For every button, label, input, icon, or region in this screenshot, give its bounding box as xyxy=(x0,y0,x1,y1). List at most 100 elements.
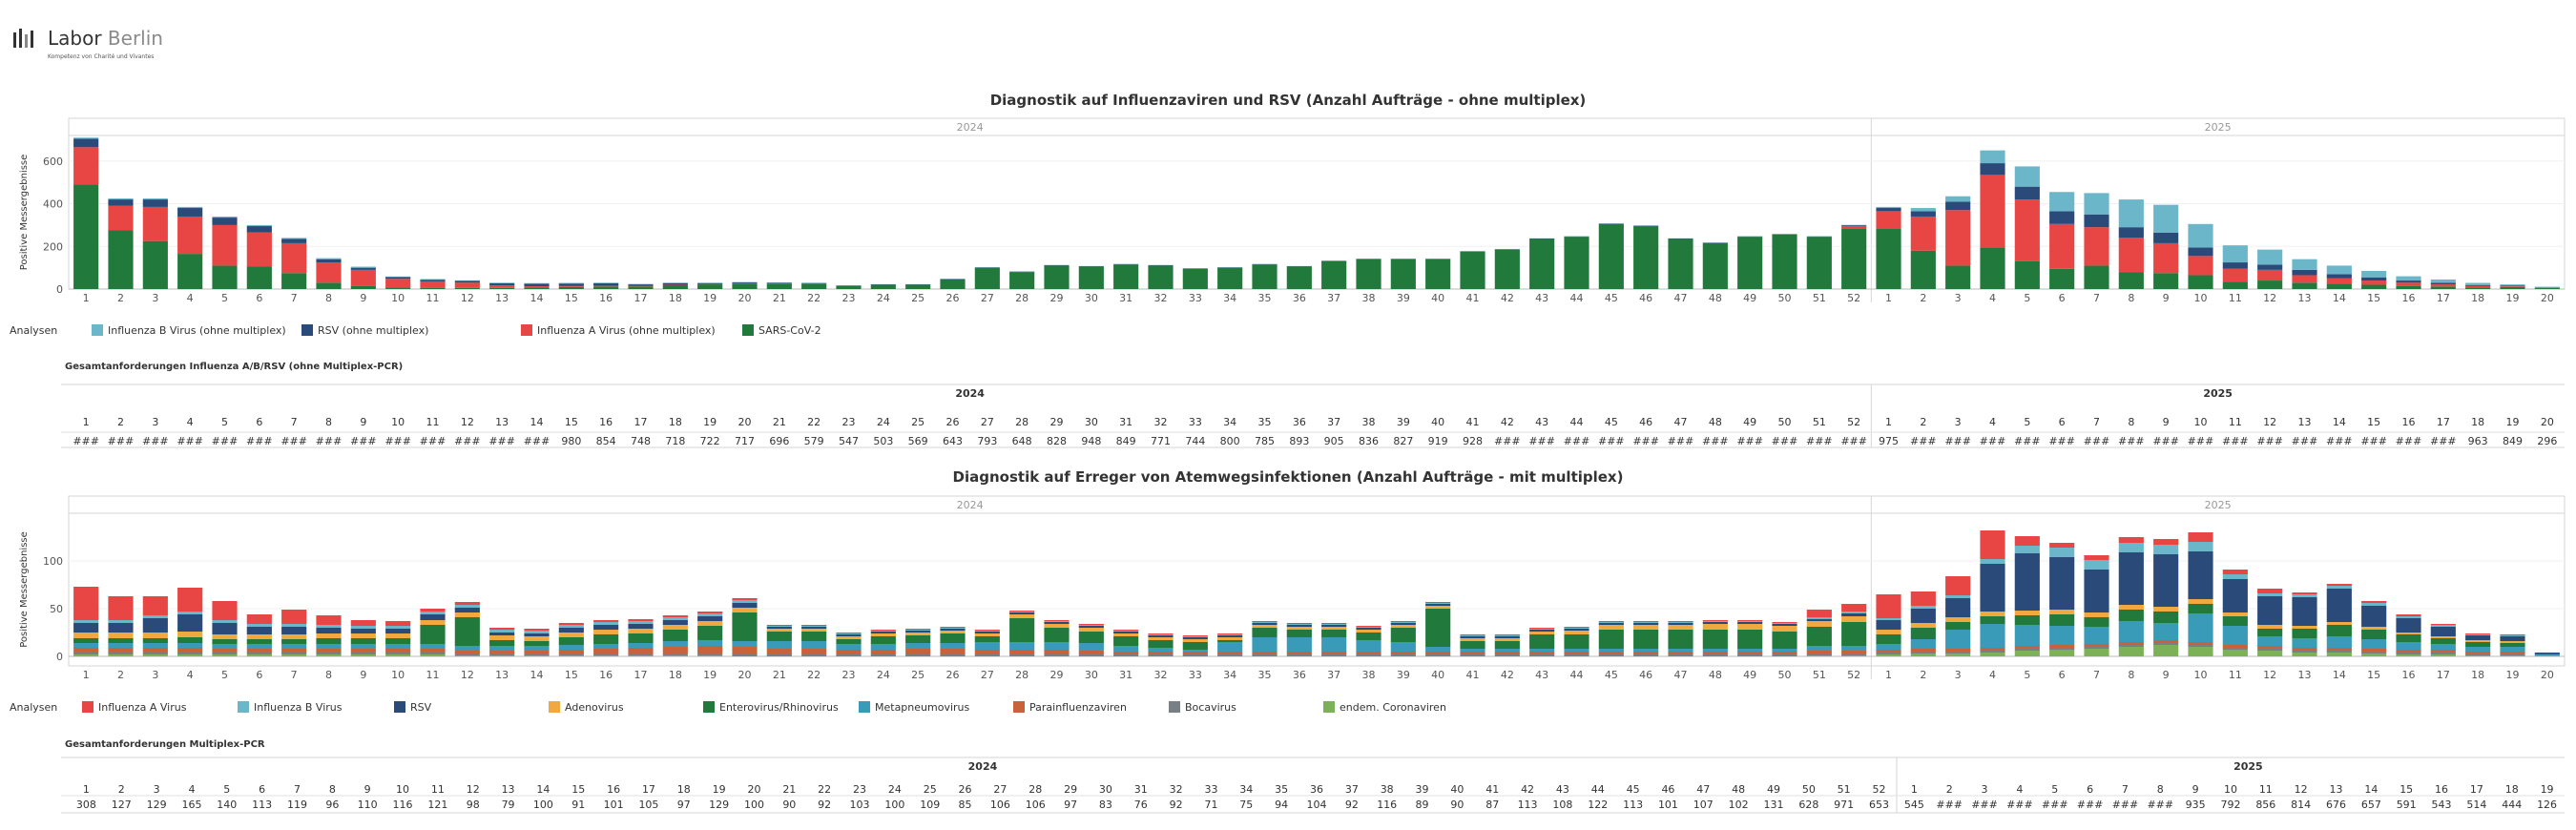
table-value: 919 xyxy=(1428,435,1448,447)
bar-segment xyxy=(350,629,376,633)
bar-segment xyxy=(1078,266,1104,289)
bar-segment xyxy=(2396,653,2421,654)
x-tick-label: 30 xyxy=(1085,669,1098,681)
bar-segment xyxy=(1494,635,1520,636)
bar-segment xyxy=(1182,650,1208,652)
legend-label: RSV xyxy=(410,701,432,714)
bar-segment xyxy=(2222,281,2248,289)
table-value: 107 xyxy=(1693,799,1714,811)
bar-segment xyxy=(385,277,411,280)
bar-segment xyxy=(558,633,584,637)
bar-segment xyxy=(1044,650,1070,654)
bar-segment xyxy=(2361,652,2387,654)
bar-segment xyxy=(2188,275,2213,289)
bar-segment xyxy=(1772,626,1797,632)
bar-segment xyxy=(2014,166,2040,187)
bar-segment xyxy=(2257,625,2283,629)
bar-segment xyxy=(1702,621,1728,622)
bar-segment xyxy=(2014,611,2040,615)
bar-segment xyxy=(1668,239,1693,289)
bar-segment xyxy=(2118,199,2144,228)
table-value: ### xyxy=(1494,435,1521,447)
bar-segment xyxy=(870,284,896,289)
bar-segment xyxy=(524,629,550,631)
bar-segment xyxy=(2430,650,2456,653)
legend-swatch xyxy=(1323,701,1335,713)
bar-segment xyxy=(628,619,654,621)
bar-segment xyxy=(1876,206,1901,209)
table-value: ### xyxy=(177,435,203,447)
bar-segment xyxy=(662,647,688,654)
x-tick-label: 36 xyxy=(1293,669,1306,681)
bar-segment xyxy=(2465,287,2491,289)
table-value: 110 xyxy=(358,799,378,811)
bar-segment xyxy=(2188,604,2213,613)
bar-segment xyxy=(1286,625,1312,627)
bar-segment xyxy=(1252,621,1278,622)
x-tick-label: 17 xyxy=(634,292,648,304)
table-value: ### xyxy=(2112,799,2139,811)
bar-segment xyxy=(524,286,550,288)
bar-segment xyxy=(1356,630,1381,633)
bar-segment xyxy=(316,615,342,625)
bar-segment xyxy=(2396,285,2421,289)
bar-segment xyxy=(1460,654,1485,656)
bar-segment xyxy=(246,627,272,634)
bar-segment xyxy=(73,654,99,656)
bar-segment xyxy=(73,184,99,289)
x-tick-label: 9 xyxy=(2163,292,2170,304)
x-tick-label: 5 xyxy=(221,292,228,304)
bar-segment xyxy=(662,617,688,620)
bar-segment xyxy=(1702,630,1728,649)
table-value: 85 xyxy=(959,799,972,811)
bar-segment xyxy=(246,644,272,649)
bar-segment xyxy=(1980,175,2005,248)
bar-segment xyxy=(2118,605,2144,610)
y-tick-label: 50 xyxy=(50,603,63,615)
bar-segment xyxy=(1009,650,1035,654)
table-value: 116 xyxy=(393,799,413,811)
bar-segment xyxy=(940,649,966,654)
table-week-label: 21 xyxy=(773,416,786,428)
bar-segment xyxy=(1529,632,1555,634)
table-value: ### xyxy=(1806,435,1833,447)
bar-segment xyxy=(212,265,238,289)
bar-segment xyxy=(1945,654,1971,656)
table-value: 935 xyxy=(2186,799,2206,811)
table-value: ### xyxy=(2014,435,2041,447)
bar-segment xyxy=(1564,628,1589,629)
bar-segment xyxy=(1529,630,1555,632)
table-value: ### xyxy=(108,435,135,447)
bar-segment xyxy=(1980,150,2005,164)
bar-segment xyxy=(940,628,966,629)
table-value: 165 xyxy=(181,799,201,811)
x-tick-label: 21 xyxy=(773,292,786,304)
bar-segment xyxy=(1772,649,1797,652)
bar-segment xyxy=(662,641,688,647)
table-value: ### xyxy=(2048,435,2075,447)
legend-label: RSV (ohne multiplex) xyxy=(318,324,429,337)
bar-segment xyxy=(697,613,723,616)
bar-segment xyxy=(420,612,446,614)
bar-segment xyxy=(385,629,411,633)
table-value: ### xyxy=(1944,435,1971,447)
bar-segment xyxy=(905,633,931,635)
bar-segment xyxy=(1286,623,1312,624)
bar-segment xyxy=(2118,642,2144,645)
bar-segment xyxy=(108,596,134,620)
bar-segment xyxy=(454,280,480,281)
bar-segment xyxy=(1286,627,1312,630)
x-tick-label: 50 xyxy=(1778,669,1792,681)
bar-segment xyxy=(940,631,966,633)
table-week-label: 14 xyxy=(2333,416,2346,428)
bar-segment xyxy=(1633,621,1659,622)
bar-segment xyxy=(801,629,827,632)
table-value: 79 xyxy=(502,799,515,811)
bar-segment xyxy=(2326,651,2352,653)
x-tick-label: 32 xyxy=(1154,669,1168,681)
x-tick-label: 38 xyxy=(1362,292,1376,304)
bar-segment xyxy=(628,655,654,656)
bar-segment xyxy=(2430,654,2456,656)
bar-segment xyxy=(2153,554,2179,607)
bar-segment xyxy=(766,282,792,284)
